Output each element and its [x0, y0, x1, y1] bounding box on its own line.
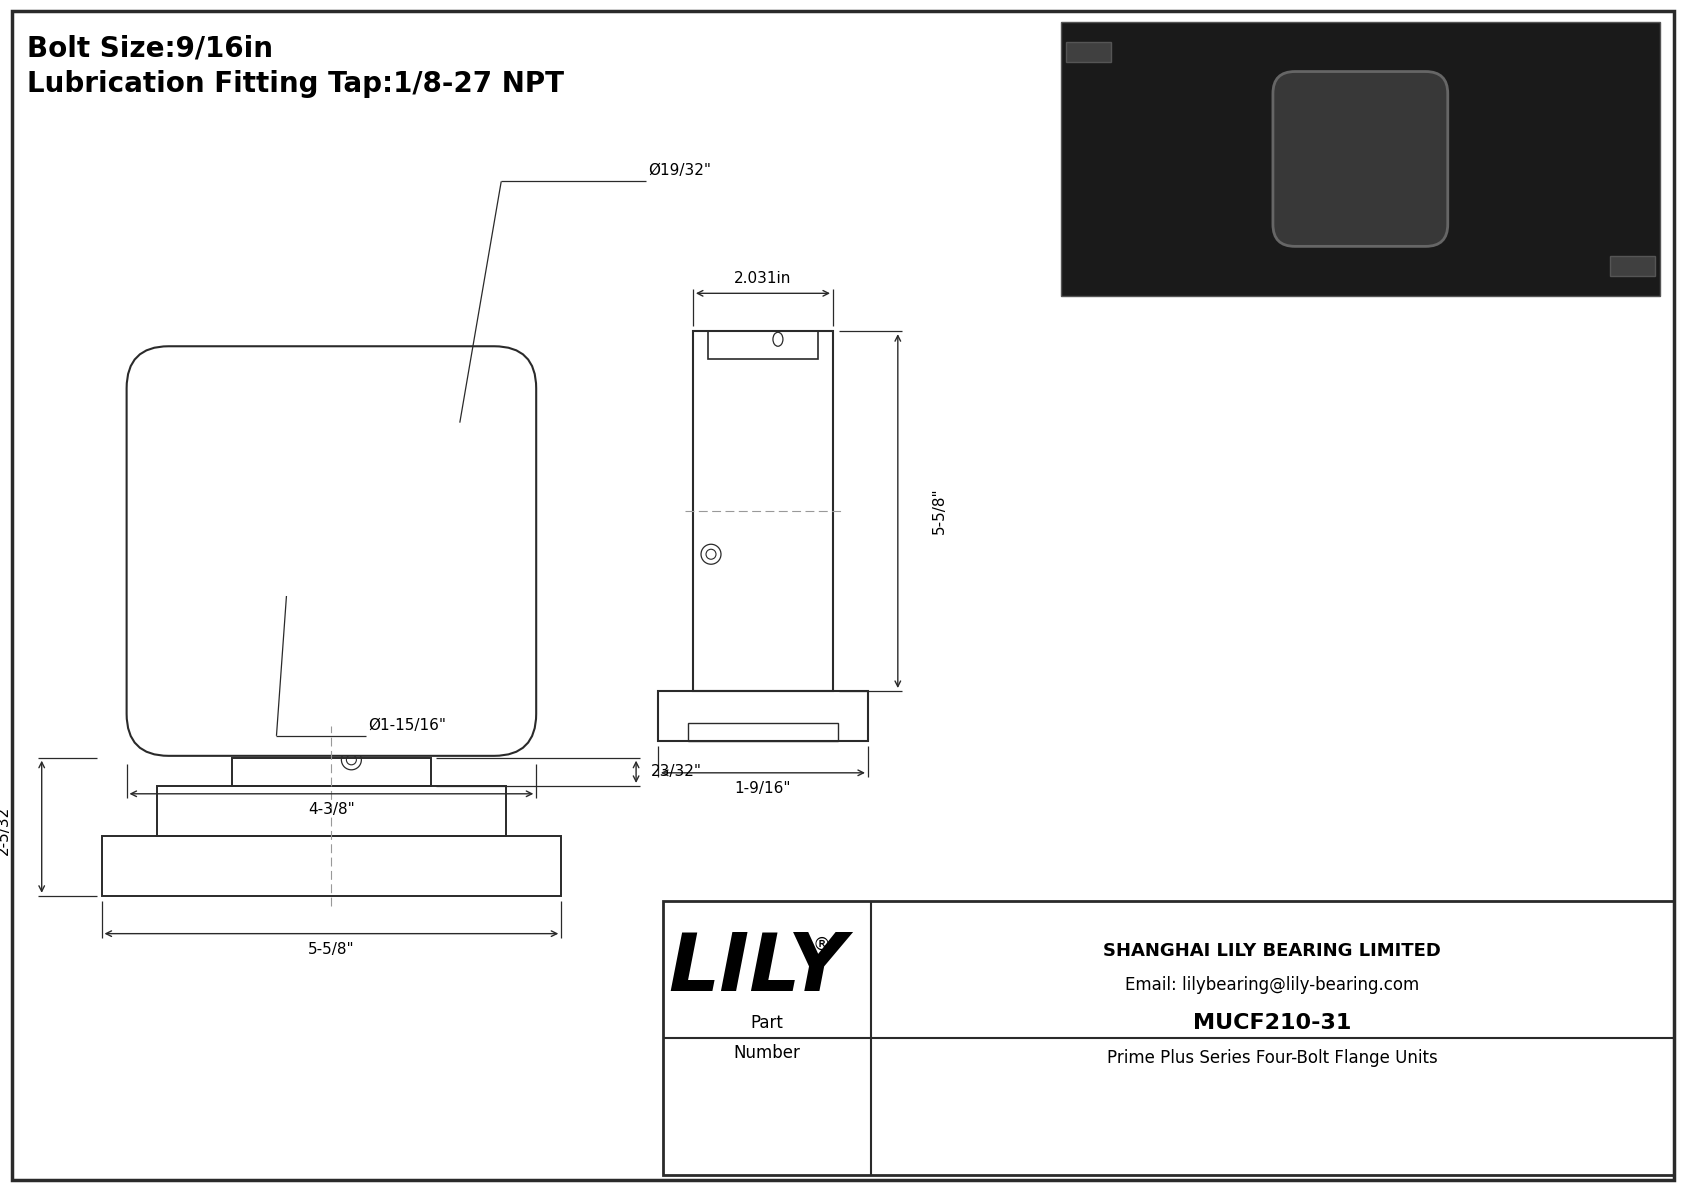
Text: 4-3/8": 4-3/8"	[308, 803, 355, 817]
Circle shape	[1340, 139, 1381, 179]
Text: LILY: LILY	[669, 930, 845, 1009]
Text: ®: ®	[813, 935, 830, 953]
Circle shape	[1324, 123, 1396, 195]
Circle shape	[1416, 214, 1447, 244]
Bar	[694, 331, 834, 691]
Circle shape	[1292, 91, 1428, 226]
Bar	[101, 836, 561, 896]
FancyBboxPatch shape	[1273, 71, 1448, 247]
Bar	[658, 691, 867, 741]
Text: Bolt Size:9/16in: Bolt Size:9/16in	[27, 35, 273, 63]
Text: Ø19/32": Ø19/32"	[648, 163, 711, 179]
Text: 5-5/8": 5-5/8"	[308, 942, 355, 958]
Text: Lubrication Fitting Tap:1/8-27 NPT: Lubrication Fitting Tap:1/8-27 NPT	[27, 69, 564, 98]
Text: 23/32": 23/32"	[650, 765, 702, 779]
Circle shape	[1275, 74, 1305, 104]
Text: Email: lilybearing@lily-bearing.com: Email: lilybearing@lily-bearing.com	[1125, 977, 1420, 994]
Bar	[1610, 256, 1655, 276]
Circle shape	[1275, 214, 1305, 244]
Bar	[689, 723, 839, 741]
Text: Part
Number: Part Number	[734, 1015, 800, 1061]
Text: MUCF210-31: MUCF210-31	[1194, 1014, 1352, 1033]
Text: Prime Plus Series Four-Bolt Flange Units: Prime Plus Series Four-Bolt Flange Units	[1106, 1049, 1438, 1067]
Text: Ø1-15/16": Ø1-15/16"	[369, 718, 446, 732]
Bar	[157, 786, 507, 836]
Text: SHANGHAI LILY BEARING LIMITED: SHANGHAI LILY BEARING LIMITED	[1103, 942, 1442, 960]
Bar	[663, 900, 1674, 1176]
Text: 5-5/8": 5-5/8"	[933, 488, 948, 535]
Bar	[231, 757, 431, 786]
Circle shape	[1337, 133, 1356, 152]
Bar	[1066, 42, 1110, 62]
Bar	[323, 460, 340, 466]
Circle shape	[1308, 107, 1413, 211]
Text: 2-5/32": 2-5/32"	[0, 799, 12, 855]
Bar	[1061, 21, 1660, 297]
Text: 2.031in: 2.031in	[734, 270, 791, 286]
Text: 1-9/16": 1-9/16"	[734, 781, 791, 797]
FancyBboxPatch shape	[126, 347, 536, 756]
Circle shape	[1416, 74, 1447, 104]
Bar	[707, 331, 818, 360]
